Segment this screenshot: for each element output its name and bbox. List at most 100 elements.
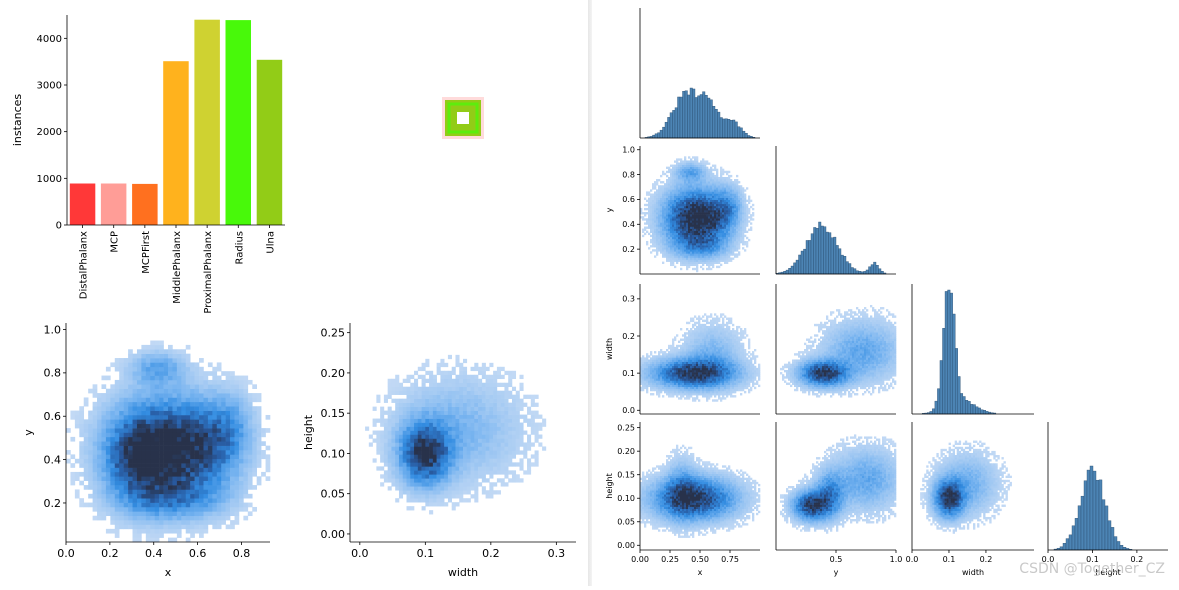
xy-hist-cell — [195, 468, 200, 473]
pair-y-vs-x-cell — [724, 202, 726, 204]
pair-y-vs-x-cell — [692, 156, 694, 158]
pair-y-vs-x-cell — [682, 222, 684, 224]
wh-hist-cell — [508, 395, 512, 399]
wh-hist-cell — [493, 395, 497, 399]
wh-hist-cell — [459, 375, 463, 379]
xy-hist-cell — [119, 503, 124, 508]
pair-y-vs-x-cell — [696, 239, 698, 241]
xy-hist-cell — [190, 489, 195, 494]
pair-y-vs-x-cell — [670, 222, 672, 224]
pair-y-vs-x-cell — [696, 227, 698, 229]
pair-y-vs-x-cell — [690, 175, 692, 177]
pair-y-vs-x-cell — [656, 218, 658, 220]
xy-hist-cell — [119, 415, 124, 420]
xy-hist-cell — [110, 494, 115, 499]
pair-y-vs-x-cell — [726, 208, 728, 210]
wh-hist-cell — [538, 415, 542, 419]
xy-hist-cell — [128, 354, 133, 359]
wh-hist-cell — [437, 395, 441, 399]
xy-hist-cell — [230, 481, 235, 486]
pair-y-vs-x-cell — [726, 218, 728, 220]
pair-y-vs-x-cell — [674, 251, 676, 253]
xy-hist-cell — [181, 446, 186, 451]
xy-hist-cell — [203, 524, 208, 529]
xy-hist-cell — [115, 446, 120, 451]
wh-hist-cell — [444, 462, 448, 466]
xy-hist-cell — [235, 446, 240, 451]
pair-y-vs-x-cell — [650, 216, 652, 218]
wh-hist-cell — [429, 395, 433, 399]
pair-y-vs-x-cell — [676, 243, 678, 245]
pair-y-vs-x-cell — [676, 224, 678, 226]
pair-y-vs-x-cell — [672, 241, 674, 243]
xy-hist-cell — [155, 411, 160, 416]
xy-hist-cell — [110, 481, 115, 486]
pair-y-vs-x-cell — [736, 181, 738, 183]
xy-hist-cell — [186, 454, 191, 459]
wh-hist-cell — [444, 502, 448, 506]
xy-hist-cell — [221, 472, 226, 477]
pair-y-vs-x-cell — [700, 206, 702, 208]
pair-y-vs-x-cell — [662, 200, 664, 202]
pair-y-vs-x-cell — [682, 212, 684, 214]
wh-hist-cell — [520, 375, 524, 379]
pair-y-vs-x-cell — [666, 181, 668, 183]
wh-hist-cell — [486, 423, 490, 427]
pair-y-vs-x-cell — [682, 187, 684, 189]
wh-hist-cell — [501, 438, 505, 442]
pair-y-vs-x-cell — [690, 235, 692, 237]
pair-y-vs-x-cell — [726, 183, 728, 185]
wh-hist-cell — [512, 411, 516, 415]
pair-y-vs-x-cell — [722, 235, 724, 237]
pair-y-vs-x-cell — [644, 233, 646, 235]
xy-hist-cell — [177, 459, 182, 464]
xy-hist-cell — [226, 459, 231, 464]
pair-y-vs-x-cell — [688, 181, 690, 183]
pair-y-vs-x-cell — [684, 158, 686, 160]
wh-hist-cell — [399, 391, 403, 395]
pair-y-vs-x-cell — [702, 227, 704, 229]
pair-y-vs-x-cell — [732, 253, 734, 255]
pair-y-vs-x-cell — [722, 237, 724, 239]
pair-y-vs-x-cell — [732, 235, 734, 237]
pair-height-hist-bar — [1060, 547, 1063, 550]
xy-hist-cell — [186, 472, 191, 477]
xy-hist-cell — [172, 428, 177, 433]
pair-y-vs-x-cell — [694, 239, 696, 241]
xy-hist-cell — [221, 441, 226, 446]
xy-hist-cell — [79, 459, 84, 464]
pair-y-vs-x-cell — [704, 231, 706, 233]
wh-hist-cell — [425, 427, 429, 431]
wh-hist-cell — [455, 383, 459, 387]
pair-y-vs-x-cell — [654, 235, 656, 237]
pair-y-vs-x-cell — [660, 247, 662, 249]
pair-y-vs-x-cell — [678, 235, 680, 237]
pair-y-vs-x-cell — [728, 237, 730, 239]
xy-hist-cell — [181, 415, 186, 420]
pair-y-vs-x-cell — [724, 227, 726, 229]
xy-hist-cell — [155, 520, 160, 525]
pair-y-vs-x-cell — [666, 212, 668, 214]
pair-y-vs-x-cell — [668, 167, 670, 169]
wh-hist-cell — [399, 423, 403, 427]
bar-chart-ytick-label: 4000 — [37, 34, 62, 45]
xy-hist-cell — [235, 511, 240, 516]
pair-y-vs-x-cell — [676, 245, 678, 247]
pair-y-vs-x-cell — [698, 229, 700, 231]
pair-y-vs-x-cell — [694, 179, 696, 181]
pair-y-vs-x-cell — [708, 249, 710, 251]
pair-y-vs-x-cell — [708, 163, 710, 165]
xy-hist-cell — [168, 441, 173, 446]
pair-y-vs-x-cell — [732, 245, 734, 247]
pair-height-hist-bar — [1066, 539, 1069, 550]
pair-y-vs-x-cell — [718, 206, 720, 208]
xy-hist-xlabel: x — [165, 566, 172, 579]
pair-y-vs-x-cell — [684, 255, 686, 257]
bar-mcp — [101, 184, 127, 226]
wh-hist-cell — [433, 391, 437, 395]
pair-y-vs-x-cell — [728, 260, 730, 262]
xy-hist-cell — [239, 402, 244, 407]
wh-hist-cell — [418, 411, 422, 415]
pair-y-vs-x-cell — [668, 249, 670, 251]
pair-y-vs-x-cell — [664, 189, 666, 191]
